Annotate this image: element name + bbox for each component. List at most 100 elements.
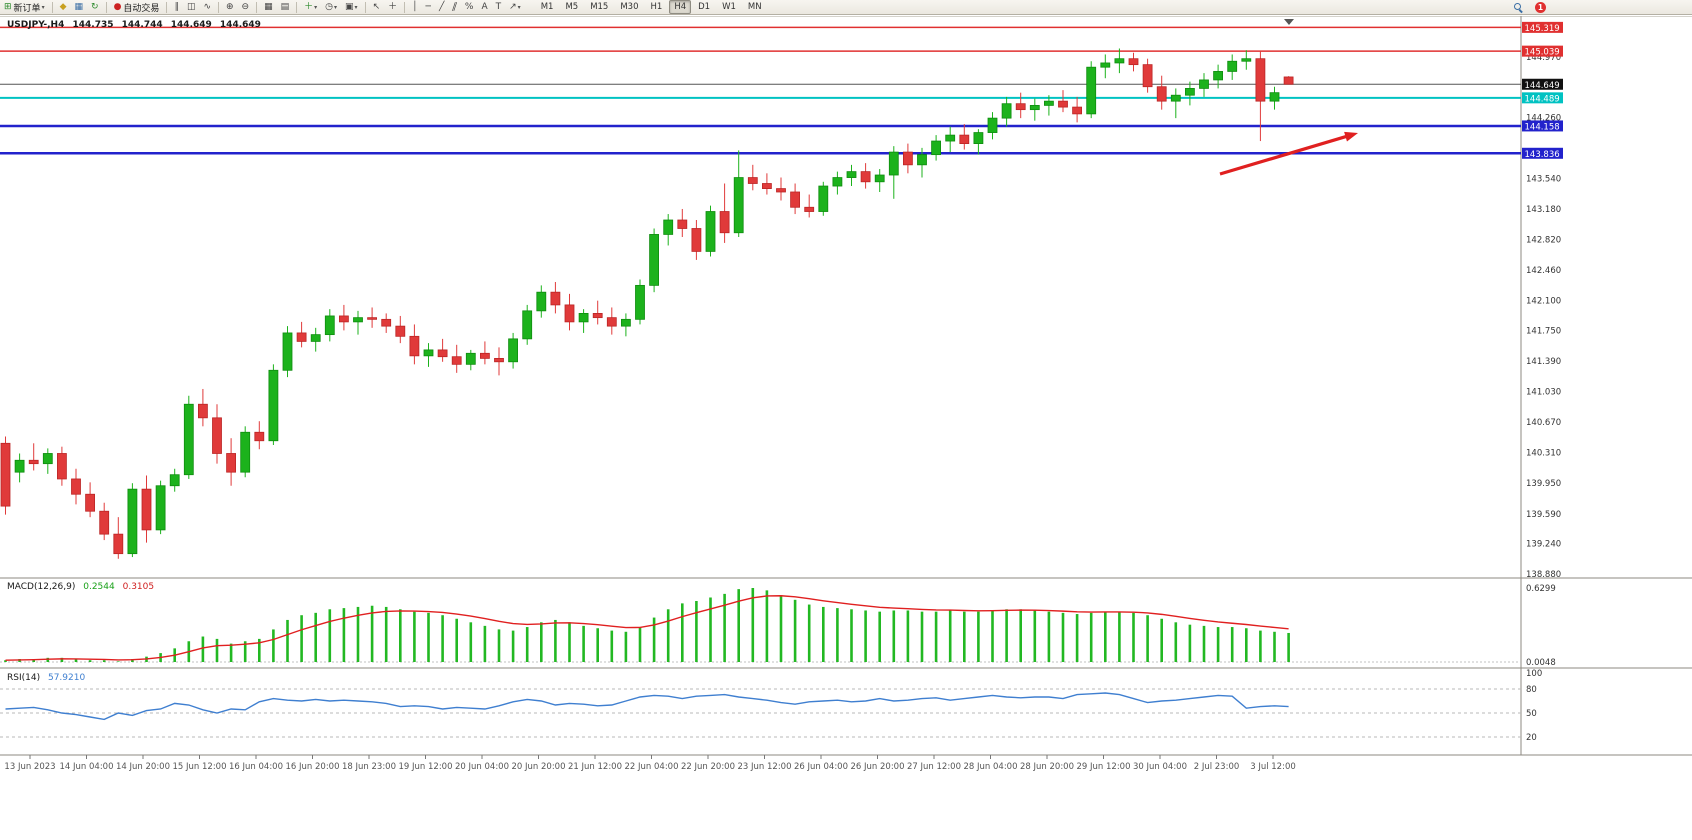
timeframe-h1-button[interactable]: H1 (650, 2, 663, 12)
candle (691, 228, 702, 252)
zoom-out-button[interactable]: ⊖ (239, 0, 253, 15)
price-badge-label: 144.158 (1525, 122, 1560, 132)
pane-splitter[interactable] (0, 576, 1692, 580)
crosshair-button[interactable]: ＋ (385, 0, 400, 15)
candle (1185, 88, 1195, 96)
candle (747, 177, 758, 184)
toolbar-separator (105, 1, 107, 13)
pane-splitter[interactable] (0, 666, 1692, 670)
period-button[interactable]: ◷ ▾ (322, 0, 340, 15)
candle (903, 151, 913, 166)
price-axis-label: 139.240 (1526, 539, 1561, 549)
toolbar-separator (166, 1, 168, 13)
candle (1100, 62, 1111, 68)
caret-down-icon: ▾ (354, 3, 358, 11)
rsi-line (5, 692, 1289, 721)
cursor-button[interactable]: ↖ (370, 0, 384, 15)
candle (606, 317, 617, 327)
vertical-line-button[interactable]: │ (409, 0, 420, 15)
price-axis-label: 140.670 (1526, 418, 1561, 428)
trend-arrow[interactable] (1219, 133, 1353, 176)
horizontal-line-button[interactable]: ─ (423, 0, 434, 15)
candle (71, 478, 81, 495)
autotrade-button[interactable]: ● 自动交易 (111, 0, 163, 15)
new-order-button[interactable]: ⊞ 新订单 ▾ (1, 0, 48, 15)
candle (0, 442, 11, 507)
timeframe-m15-button[interactable]: M15 (590, 2, 609, 12)
zoom-in-button[interactable]: ⊕ (223, 0, 237, 15)
trendline-button[interactable]: ╱ (436, 0, 447, 15)
channel-button[interactable]: ∥ (449, 0, 460, 15)
candle (1072, 106, 1082, 115)
label-button[interactable]: T (493, 0, 505, 15)
candle (465, 352, 476, 365)
price-badge-label: 145.039 (1525, 48, 1560, 58)
candle (28, 459, 39, 465)
candle (226, 453, 237, 473)
line-chart-button[interactable]: ∿ (200, 0, 214, 15)
arrange-windows-button[interactable]: ▤ (278, 0, 293, 15)
chart-shift-marker[interactable] (1284, 19, 1294, 25)
cursor-icon: ↖ (372, 1, 381, 12)
timeframe-w1-button[interactable]: W1 (722, 2, 736, 12)
bar-chart-button[interactable]: ∥ (171, 0, 182, 15)
charts-profile-button[interactable]: ◆ (57, 0, 70, 15)
candle (57, 453, 67, 480)
candle (141, 488, 152, 531)
tile-windows-icon: ▦ (264, 1, 273, 12)
market-watch-button[interactable]: ▦ (72, 0, 87, 15)
time-axis-label: 30 Jun 04:00 (1133, 762, 1187, 772)
price-axis-label: 142.100 (1526, 297, 1561, 307)
search-button[interactable] (1511, 0, 1526, 15)
candle (508, 338, 519, 363)
notification-badge[interactable]: 1 (1535, 2, 1546, 13)
hline-icon: ─ (425, 1, 431, 12)
candle (85, 493, 95, 512)
timeframe-d1-button[interactable]: D1 (698, 2, 711, 12)
indicators-icon: ＋ (304, 1, 314, 12)
autotrade-icon: ● (113, 1, 122, 12)
candle (367, 317, 378, 320)
new-order-icon: ⊞ (4, 1, 12, 12)
toolbar-separator (51, 1, 53, 13)
chart-window: 144.970 144.260 143.540 143.180 142.820 142.4… (0, 16, 1692, 778)
candle (1255, 58, 1266, 102)
tile-windows-button[interactable]: ▦ (261, 0, 276, 15)
search-icon (1514, 3, 1523, 12)
timeframe-h4-button[interactable]: H4 (669, 0, 692, 14)
candlestick-chart-button[interactable]: ◫ (184, 0, 199, 15)
candle (113, 533, 124, 555)
price-axis-label: 141.030 (1526, 388, 1561, 398)
candle (832, 177, 843, 187)
candle (536, 291, 547, 312)
arrows-button[interactable]: ↗ ▾ (506, 0, 524, 15)
candle (437, 349, 448, 358)
time-axis-label: 26 Jun 04:00 (794, 762, 848, 772)
timeframe-m30-button[interactable]: M30 (620, 2, 639, 12)
candle (762, 183, 772, 189)
candle (155, 485, 166, 531)
price-axis-label: 144.970 (1526, 53, 1561, 63)
refresh-button[interactable]: ↻ (88, 0, 102, 15)
time-axis-label: 3 Jul 12:00 (1250, 762, 1296, 772)
candle (494, 357, 504, 363)
indicators-button[interactable]: ＋ ▾ (301, 0, 320, 15)
time-axis-label: 21 Jun 12:00 (568, 762, 622, 772)
candle (183, 403, 194, 476)
timeframe-mn-button[interactable]: MN (747, 2, 762, 12)
channel-icon: ∥ (450, 1, 459, 12)
zoom-out-icon: ⊖ (241, 1, 250, 12)
price-axis-label: 140.310 (1526, 449, 1561, 459)
candle (99, 510, 110, 535)
timeframe-m1-button[interactable]: M1 (540, 2, 554, 12)
text-button[interactable]: A (478, 0, 490, 15)
fibonacci-button[interactable]: % (462, 0, 477, 15)
trend-arrow-head[interactable] (1344, 131, 1358, 142)
template-button[interactable]: ▣ ▾ (342, 0, 361, 15)
chart-canvas[interactable]: 144.970 144.260 143.540 143.180 142.820 142.4… (0, 16, 1692, 778)
price-badge (1522, 120, 1563, 132)
candle (973, 132, 984, 144)
timeframe-m5-button[interactable]: M5 (565, 2, 579, 12)
price-axis-label: 144.260 (1526, 113, 1561, 123)
time-axis-label: 14 Jun 20:00 (116, 762, 170, 772)
